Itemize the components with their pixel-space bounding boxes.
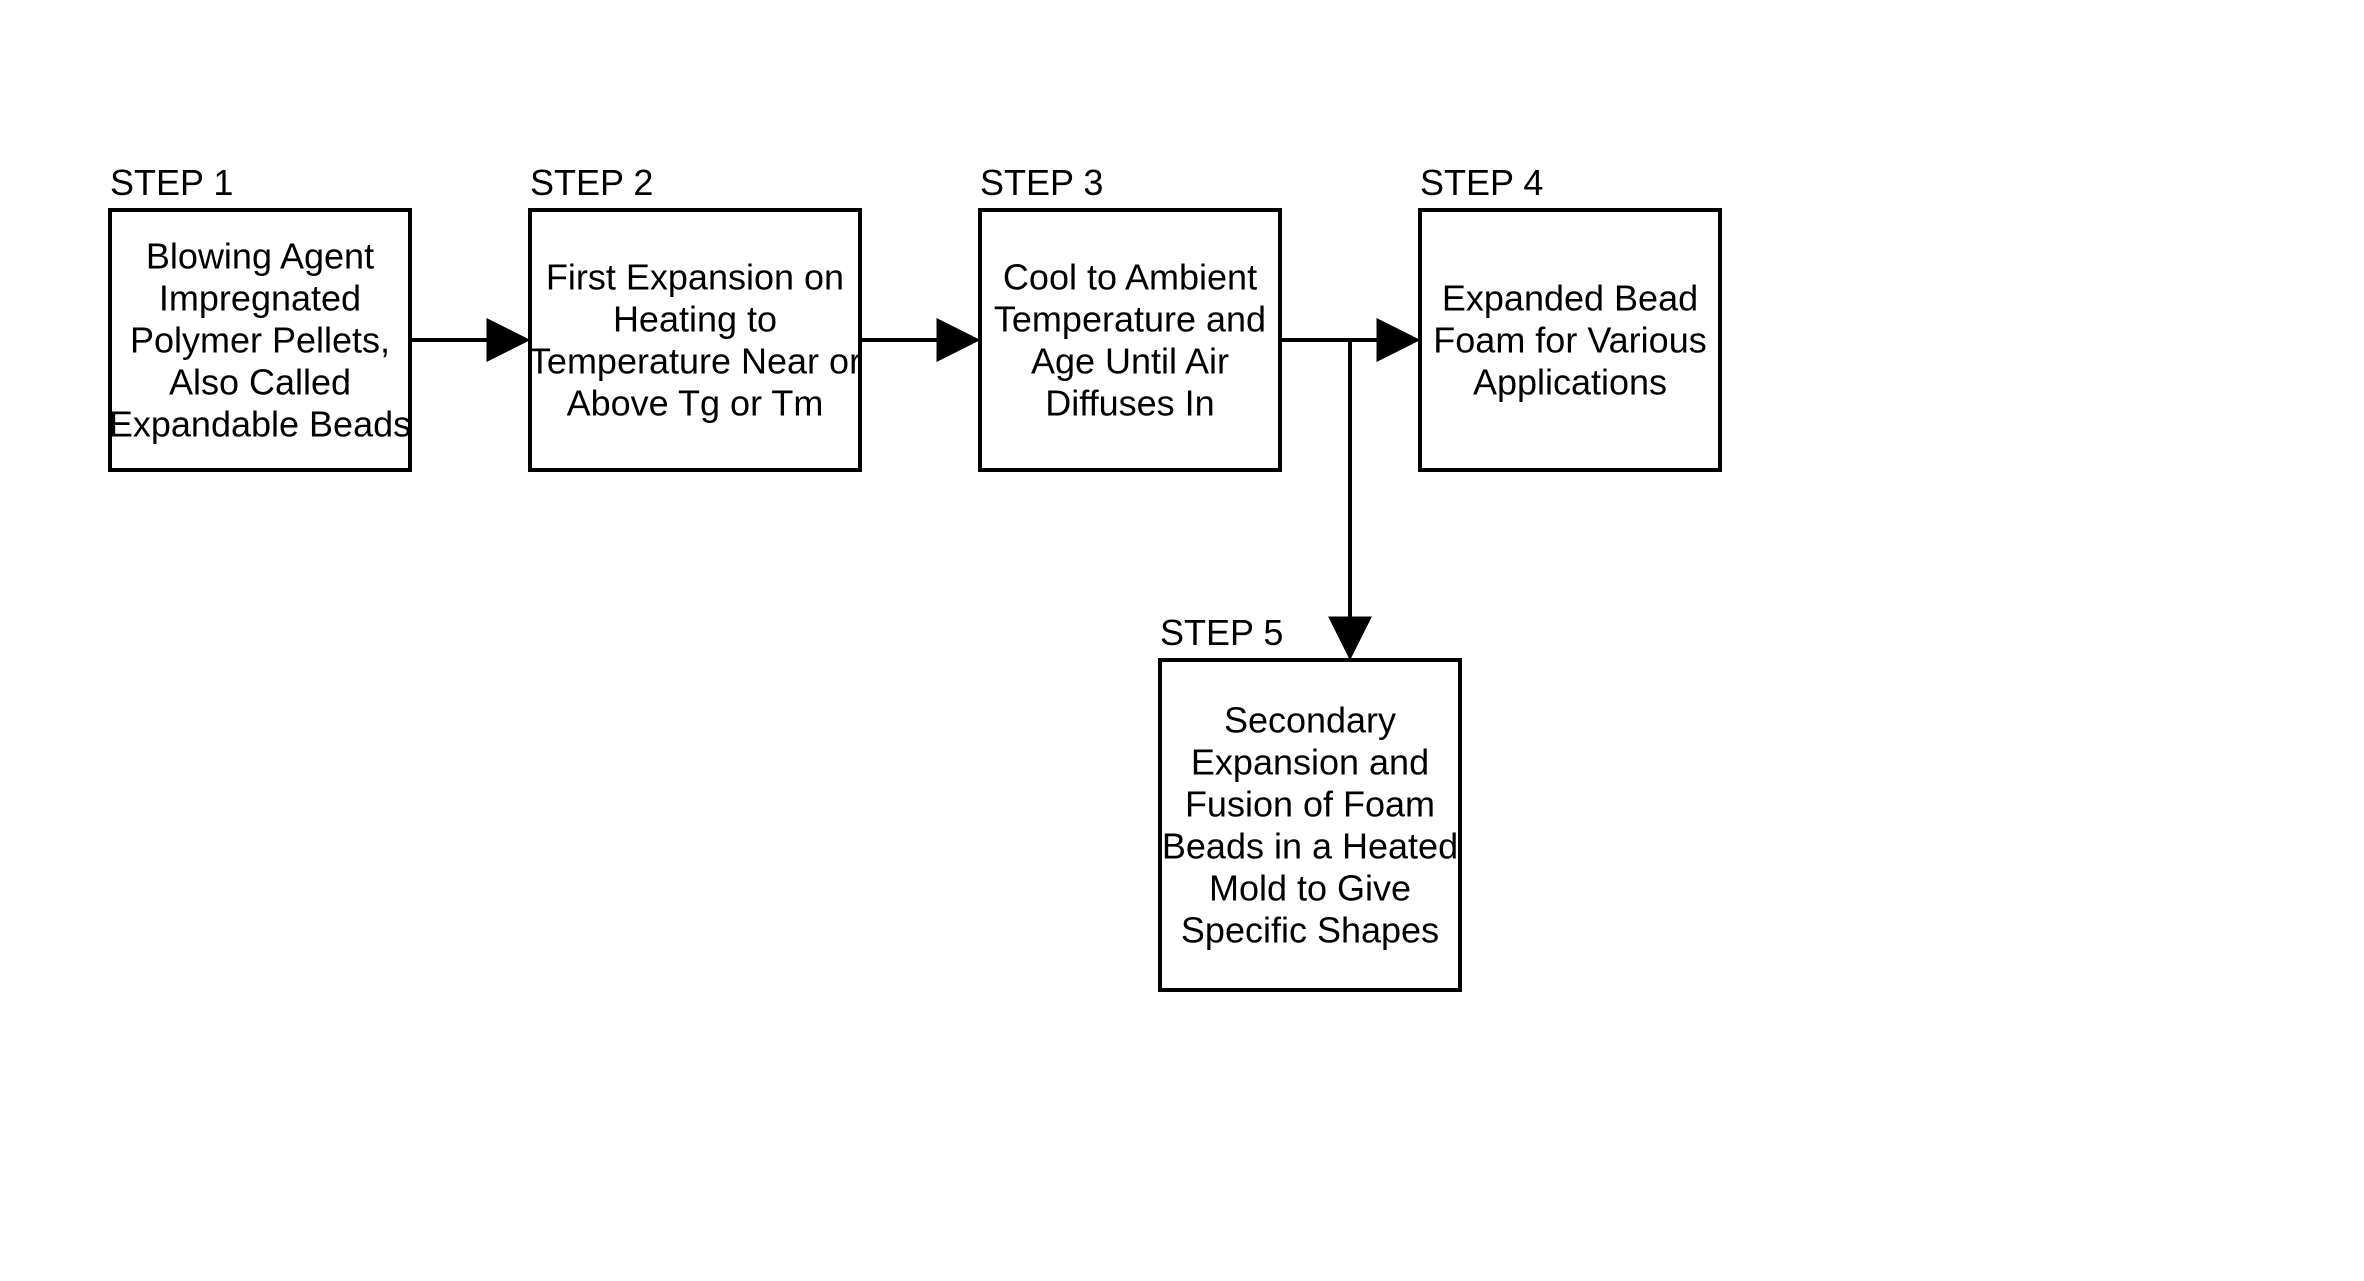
step1-label: STEP 1: [110, 162, 233, 203]
step4-text: Expanded BeadFoam for VariousApplication…: [1433, 278, 1706, 403]
step2-line-1: Heating to: [613, 299, 777, 340]
step3-label: STEP 3: [980, 162, 1103, 203]
step1-line-1: Impregnated: [159, 278, 361, 319]
step3-line-3: Diffuses In: [1045, 383, 1214, 424]
step4-line-0: Expanded Bead: [1442, 278, 1698, 319]
step1-line-3: Also Called: [169, 362, 351, 403]
step5-line-2: Fusion of Foam: [1185, 784, 1435, 825]
step2-line-3: Above Tg or Tm: [567, 383, 824, 424]
flowchart-canvas: STEP 1 Blowing AgentImpregnatedPolymer Pe…: [0, 0, 2364, 1281]
step5-text: SecondaryExpansion andFusion of FoamBead…: [1162, 700, 1458, 951]
step2-line-2: Temperature Near or: [529, 341, 861, 382]
step1-line-2: Polymer Pellets,: [130, 320, 390, 361]
step5-line-5: Specific Shapes: [1181, 910, 1439, 951]
step5-line-3: Beads in a Heated: [1162, 826, 1458, 867]
step1-line-0: Blowing Agent: [146, 236, 374, 277]
step4-line-1: Foam for Various: [1433, 320, 1706, 361]
step5-line-4: Mold to Give: [1209, 868, 1411, 909]
step3-line-0: Cool to Ambient: [1003, 257, 1257, 298]
step1-line-4: Expandable Beads: [109, 404, 411, 445]
step2-label: STEP 2: [530, 162, 653, 203]
step5-line-1: Expansion and: [1191, 742, 1429, 783]
step3-line-2: Age Until Air: [1031, 341, 1229, 382]
step5-line-0: Secondary: [1224, 700, 1396, 741]
step4-label: STEP 4: [1420, 162, 1543, 203]
step2-text: First Expansion onHeating toTemperature …: [529, 257, 861, 424]
step3-text: Cool to AmbientTemperature andAge Until …: [994, 257, 1266, 424]
step1-text: Blowing AgentImpregnatedPolymer Pellets,…: [109, 236, 411, 445]
step3-line-1: Temperature and: [994, 299, 1266, 340]
step4-line-2: Applications: [1473, 362, 1667, 403]
step5-label: STEP 5: [1160, 612, 1283, 653]
step2-line-0: First Expansion on: [546, 257, 844, 298]
